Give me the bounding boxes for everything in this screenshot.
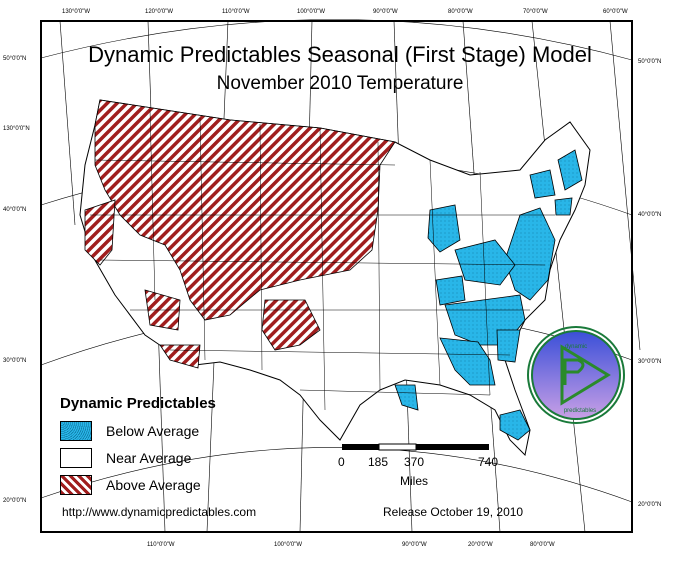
legend-item-near: Near Average	[60, 444, 216, 471]
coord-label-top-4: 90°0'0"W	[373, 9, 398, 15]
coord-label-bottom-2: 90°0'0"W	[402, 542, 427, 548]
coord-label-right-1: 40°0'0"N	[638, 212, 662, 218]
coord-label-left-4: 20°0'0"N	[3, 498, 27, 504]
legend-swatch-near	[60, 447, 92, 468]
legend-label-near: Near Average	[106, 449, 192, 466]
coord-label-bottom-0: 110°0'0"W	[147, 542, 175, 548]
coord-label-bottom-1: 100°0'0"W	[274, 542, 303, 548]
scale-tick-3: 740	[478, 455, 499, 469]
region-boundaries	[90, 109, 555, 411]
play-arrow-icon	[560, 344, 611, 406]
logo-top-text: dynamic	[565, 344, 587, 350]
map-border	[40, 20, 633, 533]
legend-swatch-above	[60, 474, 92, 495]
scale-bar	[342, 443, 489, 451]
legend-title: Dynamic Predictables	[60, 395, 216, 412]
release-date: Release October 19, 2010	[383, 505, 524, 519]
footer-url[interactable]: http://www.dynamicpredictables.com	[62, 505, 257, 519]
coord-label-top-6: 70°0'0"W	[523, 9, 548, 15]
dynamic-predictables-logo: dynamic predictables	[527, 326, 625, 424]
legend: Dynamic Predictables Below Average Near …	[60, 395, 216, 498]
map-title: Dynamic Predictables Seasonal (First Sta…	[88, 42, 592, 67]
coord-label-left-0: 50°0'0"N	[3, 56, 27, 62]
legend-item-below: Below Average	[60, 417, 216, 444]
coord-label-top-3: 100°0'0"W	[297, 9, 326, 15]
coord-label-top-5: 80°0'0"W	[448, 9, 473, 15]
coord-label-right-3: 20°0'0"N	[638, 502, 662, 508]
scale-unit: Miles	[400, 474, 429, 488]
coord-label-top-7: 60°0'0"W	[603, 9, 628, 15]
scale-tick-2: 370	[404, 455, 425, 469]
scale-tick-0: 0	[338, 455, 345, 469]
above-average-regions	[84, 99, 396, 369]
coord-label-left-3: 30°0'0"N	[3, 358, 27, 364]
logo-bottom-text: predictables	[564, 408, 596, 414]
coord-label-right-2: 30°0'0"N	[638, 359, 662, 365]
coord-label-top-1: 120°0'0"W	[145, 9, 174, 15]
legend-swatch-below	[60, 420, 92, 441]
coord-label-right-0: 50°0'0"N	[638, 59, 662, 65]
map-subtitle: November 2010 Temperature	[216, 73, 464, 94]
legend-label-below: Below Average	[106, 422, 200, 439]
below-average-regions	[394, 149, 583, 441]
legend-item-above: Above Average	[60, 471, 216, 498]
coord-label-top-0: 130°0'0"W	[62, 9, 91, 15]
coord-label-left-1: 130°0'0"N	[3, 126, 30, 132]
scale-tick-1: 185	[368, 455, 389, 469]
coord-label-top-2: 110°0'0"W	[222, 9, 250, 15]
legend-label-above: Above Average	[106, 476, 201, 493]
coord-label-left-2: 40°0'0"N	[3, 207, 27, 213]
coord-label-bottom-4: 80°0'0"W	[530, 542, 555, 548]
coord-label-bottom-3: 20°0'0"W	[468, 542, 493, 548]
